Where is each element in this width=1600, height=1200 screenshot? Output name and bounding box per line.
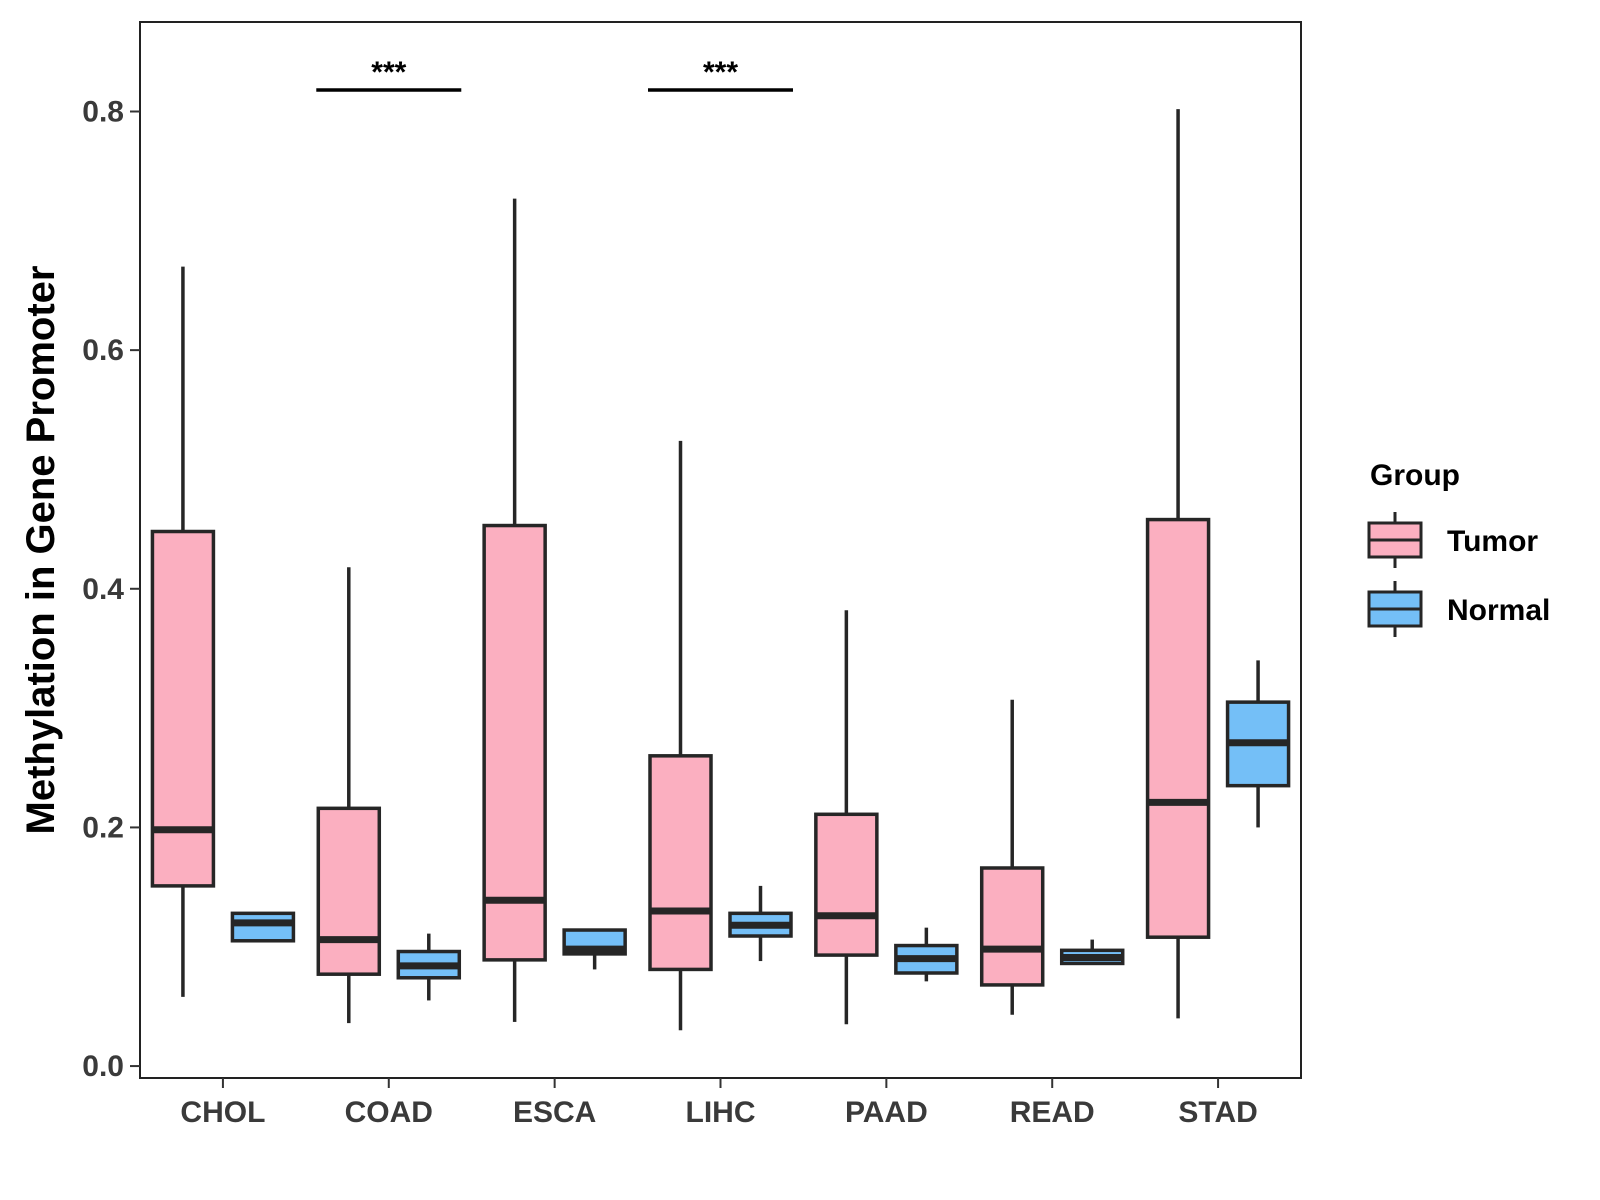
- legend-label-normal: Normal: [1447, 594, 1550, 627]
- axes: 0.0 0.2 0.4 0.6 0.8 CHOL COAD ESCA LIHC PAAD READ S…: [82, 95, 1258, 1129]
- box-tumor-esca: [482, 198, 547, 1022]
- box-normal-read: [1059, 939, 1125, 966]
- x-tick-label-paad: PAAD: [845, 1096, 928, 1129]
- x-tick-label-esca: ESCA: [513, 1096, 596, 1129]
- y-axis-title: Methylation in Gene Promoter: [19, 266, 63, 835]
- x-tick-label-lihc: LIHC: [686, 1096, 756, 1129]
- x-tick-label-chol: CHOL: [180, 1096, 265, 1129]
- iqr-box-tumor-read: [979, 866, 1045, 987]
- legend-item-tumor: Tumor: [1367, 512, 1538, 568]
- box-tumor-stad: [1145, 109, 1211, 1019]
- box-normal-esca: [562, 928, 627, 970]
- legend-label-tumor: Tumor: [1447, 525, 1538, 558]
- box-tumor-read: [979, 699, 1045, 1015]
- y-tick-label-0: 0.0: [82, 1050, 124, 1083]
- legend: Group Tumor Normal: [1367, 459, 1550, 637]
- x-tick-label-read: READ: [1010, 1096, 1095, 1129]
- box-normal-stad: [1225, 660, 1291, 828]
- iqr-box-tumor-lihc: [648, 754, 713, 972]
- iqr-box-tumor-coad: [316, 806, 382, 976]
- box-tumor-chol: [150, 266, 216, 997]
- legend-title: Group: [1370, 459, 1460, 492]
- box-normal-chol: [230, 911, 296, 943]
- significance-label-coad: ***: [371, 56, 406, 89]
- box-tumor-paad: [814, 610, 879, 1025]
- y-tick-label-3: 0.6: [82, 334, 124, 367]
- box-tumor-lihc: [648, 440, 713, 1031]
- box-normal-lihc: [728, 885, 793, 962]
- plot-area: *** ***: [150, 56, 1291, 1031]
- iqr-box-normal-chol: [230, 911, 296, 943]
- box-normal-coad: [396, 933, 462, 1001]
- y-tick-label-4: 0.8: [82, 95, 124, 128]
- significance-label-lihc: ***: [703, 56, 738, 89]
- x-tick-label-stad: STAD: [1178, 1096, 1257, 1129]
- x-tick-label-coad: COAD: [345, 1096, 433, 1129]
- iqr-box-tumor-esca: [482, 523, 547, 962]
- box-normal-paad: [894, 927, 959, 982]
- legend-item-normal: Normal: [1367, 581, 1550, 637]
- y-tick-label-1: 0.2: [82, 811, 124, 844]
- iqr-box-tumor-stad: [1145, 517, 1211, 939]
- y-tick-label-2: 0.4: [82, 573, 124, 606]
- iqr-box-tumor-paad: [814, 812, 879, 957]
- box-tumor-coad: [316, 567, 382, 1024]
